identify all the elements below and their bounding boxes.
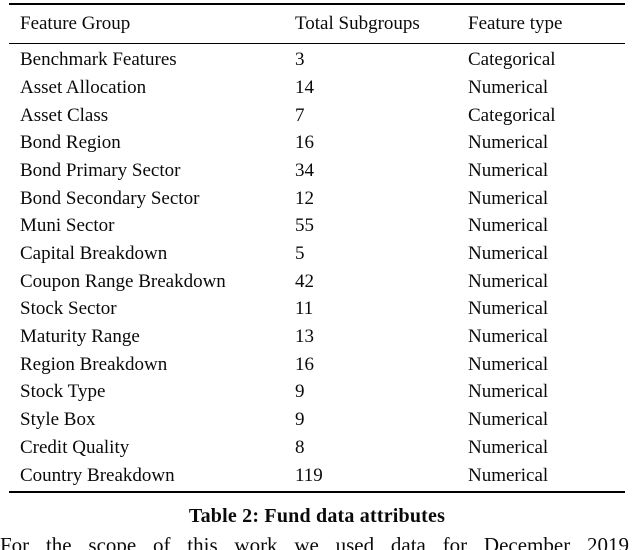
cell-feature-group: Country Breakdown xyxy=(20,464,175,486)
cell-feature-group: Stock Sector xyxy=(20,298,117,320)
table-caption: Table 2: Fund data attributes xyxy=(188,505,446,527)
cell-feature-group: Style Box xyxy=(20,409,96,431)
table-header-row: Feature Group Total Subgroups Feature ty… xyxy=(9,5,625,43)
cell-total-subgroups: 16 xyxy=(295,132,314,154)
cell-feature-type: Numerical xyxy=(468,353,549,375)
cell-feature-type: Numerical xyxy=(468,464,549,486)
cell-total-subgroups: 7 xyxy=(295,104,305,126)
cell-feature-type: Categorical xyxy=(468,104,556,126)
cell-feature-group: Bond Primary Sector xyxy=(20,159,181,181)
cell-feature-group: Bond Region xyxy=(20,132,121,154)
cell-feature-type: Numerical xyxy=(468,436,549,458)
cell-feature-group: Maturity Range xyxy=(20,326,140,348)
table-row: Benchmark Features 3 Categorical xyxy=(9,46,625,74)
column-header-total-subgroups: Total Subgroups xyxy=(295,13,420,34)
fund-data-table: Feature Group Total Subgroups Feature ty… xyxy=(9,3,625,494)
cell-feature-group: Bond Secondary Sector xyxy=(20,187,200,209)
table-row: Asset Allocation 14 Numerical xyxy=(9,74,625,102)
cell-total-subgroups: 55 xyxy=(295,215,314,237)
cell-total-subgroups: 42 xyxy=(295,270,314,292)
cell-feature-type: Numerical xyxy=(468,159,549,181)
cell-total-subgroups: 13 xyxy=(295,326,314,348)
cell-total-subgroups: 16 xyxy=(295,353,314,375)
cell-total-subgroups: 3 xyxy=(295,49,305,71)
table-row: Capital Breakdown 5 Numerical xyxy=(9,240,625,268)
cell-feature-group: Capital Breakdown xyxy=(20,243,168,265)
cell-feature-group: Benchmark Features xyxy=(20,49,177,71)
table-row: Style Box 9 Numerical xyxy=(9,406,625,434)
cell-total-subgroups: 34 xyxy=(295,159,314,181)
cell-feature-group: Coupon Range Breakdown xyxy=(20,270,226,292)
cell-feature-type: Numerical xyxy=(468,326,549,348)
table-header-rule xyxy=(9,43,625,45)
cell-feature-type: Numerical xyxy=(468,187,549,209)
table-row: Bond Secondary Sector 12 Numerical xyxy=(9,185,625,213)
table-row: Bond Primary Sector 34 Numerical xyxy=(9,157,625,185)
table-row: Country Breakdown 119 Numerical xyxy=(9,462,625,490)
table-bottom-rule xyxy=(9,491,625,494)
table-row: Bond Region 16 Numerical xyxy=(9,129,625,157)
table-body: Benchmark Features 3 Categorical Asset Allo… xyxy=(9,44,625,491)
column-header-feature-group: Feature Group xyxy=(20,13,131,34)
cell-total-subgroups: 5 xyxy=(295,243,305,265)
cell-feature-type: Numerical xyxy=(468,381,549,403)
cell-total-subgroups: 119 xyxy=(295,464,323,486)
cell-feature-type: Categorical xyxy=(468,49,556,71)
cell-feature-group: Region Breakdown xyxy=(20,353,168,375)
cell-feature-type: Numerical xyxy=(468,409,549,431)
table-top-rule xyxy=(9,3,625,5)
cell-feature-group: Asset Class xyxy=(20,104,109,126)
column-header-feature-type: Feature type xyxy=(468,13,563,34)
cell-total-subgroups: 12 xyxy=(295,187,314,209)
cell-feature-type: Numerical xyxy=(468,76,549,98)
table-row: Stock Type 9 Numerical xyxy=(9,379,625,407)
cell-feature-type: Numerical xyxy=(468,243,549,265)
cell-feature-group: Muni Sector xyxy=(20,215,115,237)
cell-total-subgroups: 9 xyxy=(295,381,305,403)
cell-total-subgroups: 8 xyxy=(295,436,305,458)
table-row: Muni Sector 55 Numerical xyxy=(9,213,625,241)
cell-feature-group: Stock Type xyxy=(20,381,106,403)
cell-total-subgroups: 11 xyxy=(295,298,314,320)
cell-total-subgroups: 9 xyxy=(295,409,305,431)
table-row: Coupon Range Breakdown 42 Numerical xyxy=(9,268,625,296)
cell-feature-group: Asset Allocation xyxy=(20,76,147,98)
table-row: Stock Sector 11 Numerical xyxy=(9,296,625,324)
cell-feature-type: Numerical xyxy=(468,298,549,320)
body-text-partial-line: For the scope of this work we used data … xyxy=(0,533,629,550)
table-row: Maturity Range 13 Numerical xyxy=(9,323,625,351)
cell-feature-type: Numerical xyxy=(468,270,549,292)
cell-feature-type: Numerical xyxy=(468,215,549,237)
table-row: Credit Quality 8 Numerical xyxy=(9,434,625,462)
table-row: Asset Class 7 Categorical xyxy=(9,102,625,130)
cell-total-subgroups: 14 xyxy=(295,76,314,98)
cell-feature-group: Credit Quality xyxy=(20,436,130,458)
cell-feature-type: Numerical xyxy=(468,132,549,154)
table-row: Region Breakdown 16 Numerical xyxy=(9,351,625,379)
